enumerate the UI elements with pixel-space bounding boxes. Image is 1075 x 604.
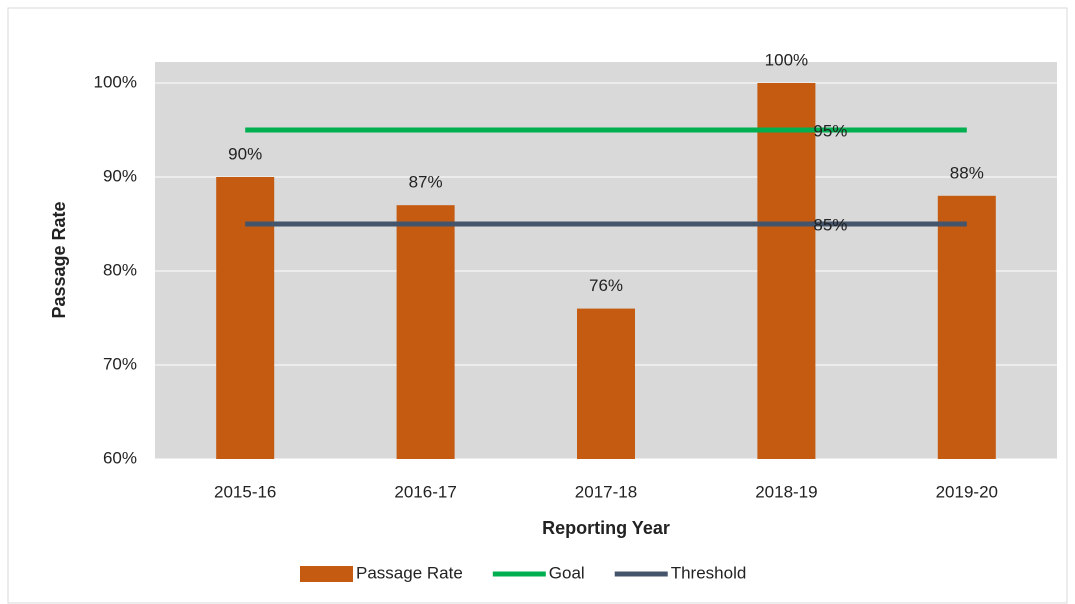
bar <box>577 308 635 459</box>
bar <box>216 177 275 459</box>
x-axis-title: Reporting Year <box>542 518 670 538</box>
bar <box>396 205 455 459</box>
data-label: 87% <box>409 173 443 192</box>
x-tick-label: 2018-19 <box>755 482 817 501</box>
bar <box>937 195 996 460</box>
bar <box>757 83 816 459</box>
y-tick-label: 60% <box>103 448 137 467</box>
y-tick-label: 80% <box>103 260 137 279</box>
x-tick-label: 2015-16 <box>214 482 276 501</box>
y-tick-label: 70% <box>103 354 137 373</box>
legend-label: Goal <box>549 563 585 582</box>
data-label: 88% <box>950 163 984 182</box>
data-label: 95% <box>813 121 847 140</box>
legend-swatch <box>300 566 353 582</box>
x-tick-label: 2019-20 <box>936 482 998 501</box>
data-label: 90% <box>228 144 262 163</box>
legend-label: Passage Rate <box>356 563 463 582</box>
data-label: 100% <box>765 50 808 69</box>
data-label: 85% <box>813 215 847 234</box>
legend-label: Threshold <box>671 563 747 582</box>
x-tick-label: 2016-17 <box>394 482 456 501</box>
y-axis-title: Passage Rate <box>49 201 69 318</box>
y-tick-label: 90% <box>103 166 137 185</box>
x-tick-label: 2017-18 <box>575 482 637 501</box>
data-label: 76% <box>589 276 623 295</box>
y-tick-label: 100% <box>94 72 137 91</box>
